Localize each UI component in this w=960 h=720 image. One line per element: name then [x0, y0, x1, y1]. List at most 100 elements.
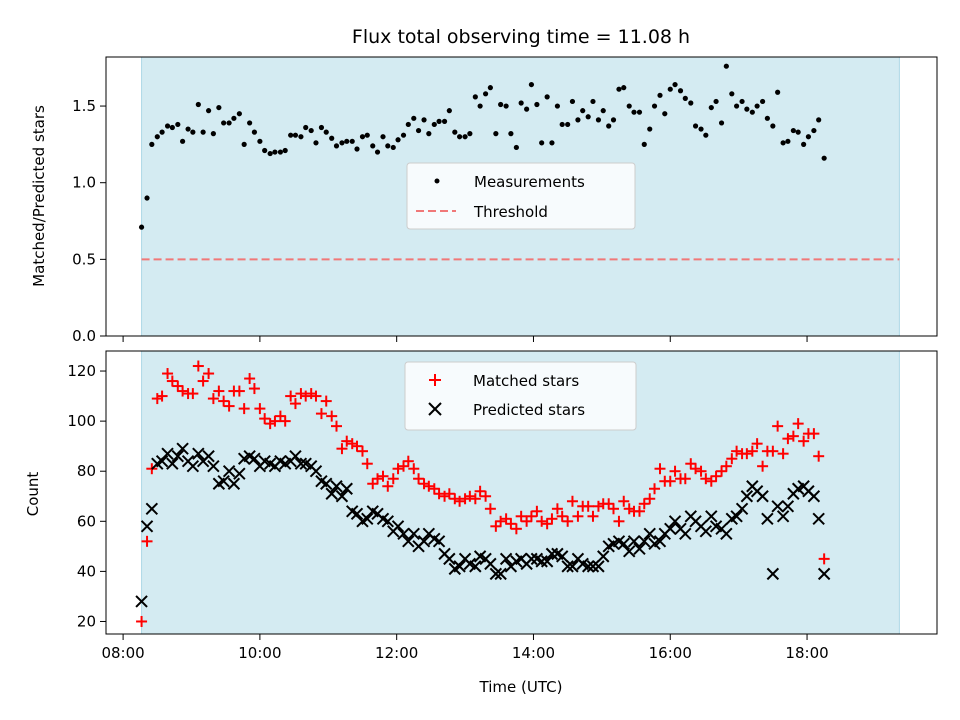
matched-point	[398, 460, 410, 472]
matched-point	[813, 450, 825, 462]
matched-point	[336, 443, 348, 455]
matched-point	[741, 448, 753, 460]
predicted-point	[586, 560, 600, 573]
matched-point	[716, 465, 728, 477]
measurement-point	[308, 127, 314, 134]
legend-measurement-marker	[434, 178, 440, 184]
matched-point	[562, 515, 574, 527]
predicted-point	[627, 535, 641, 548]
measurement-point	[600, 108, 606, 114]
matched-point	[136, 615, 148, 627]
predicted-point	[453, 560, 466, 573]
measurement-point	[723, 63, 729, 69]
matched-point	[433, 488, 445, 500]
matched-point	[664, 475, 676, 487]
matched-point	[515, 510, 527, 522]
matched-point	[300, 390, 312, 402]
measurement-point	[164, 123, 171, 129]
measurement-point	[154, 134, 160, 140]
measurement-point	[549, 140, 555, 146]
bottom-panel: 20 40 60 80 100 120 08:00 10:00 12:00 14:00 16:00…	[24, 350, 938, 696]
matched-point	[187, 388, 199, 400]
measurement-point	[292, 132, 299, 138]
matched-point	[731, 445, 743, 457]
predicted-point	[202, 449, 215, 463]
measurement-point	[744, 106, 750, 112]
matched-point	[746, 445, 758, 457]
top-y-axis-label: Matched/Predicted stars	[30, 105, 48, 287]
matched-point	[464, 490, 476, 502]
measurement-point	[446, 108, 452, 114]
measurement-point	[764, 115, 770, 121]
legend-threshold: Threshold	[473, 203, 548, 221]
matched-point	[808, 428, 820, 440]
matched-point	[213, 385, 225, 397]
predicted-point	[309, 465, 323, 478]
x-tick-label: 12:00	[375, 644, 418, 662]
predicted-point	[499, 552, 513, 566]
bottom-y-tick-label: 20	[77, 612, 96, 630]
bottom-y-axis-label: Count	[24, 472, 42, 517]
measurement-point	[534, 101, 540, 108]
measurement-point	[339, 140, 345, 146]
x-tick-label: 10:00	[238, 644, 281, 662]
measurement-point	[805, 134, 812, 140]
measurement-point	[288, 132, 294, 138]
measurement-point	[580, 108, 586, 114]
matched-point	[720, 460, 732, 472]
matched-point	[382, 480, 394, 492]
measurement-point	[734, 103, 740, 109]
predicted-point	[494, 567, 507, 581]
measurement-point	[780, 140, 786, 146]
predicted-point	[402, 535, 415, 548]
measurement-point	[565, 121, 571, 128]
matched-point	[197, 375, 209, 387]
bottom-y-tick-label: 80	[77, 462, 96, 480]
matched-point	[192, 360, 204, 372]
measurement-point	[231, 115, 237, 121]
x-tick-label: 08:00	[101, 644, 144, 662]
matched-point	[408, 463, 420, 475]
measurement-point	[651, 103, 658, 109]
matched-point	[556, 510, 568, 522]
measurement-point	[426, 131, 432, 137]
measurement-point	[180, 138, 186, 144]
x-tick-label: 18:00	[785, 644, 828, 662]
measurement-point	[411, 115, 417, 121]
measurement-point	[385, 143, 391, 149]
measurement-point	[631, 109, 637, 115]
matched-point	[700, 473, 712, 485]
matched-point	[613, 515, 625, 527]
matched-point	[767, 445, 779, 457]
measurement-point	[282, 147, 288, 154]
measurement-point	[775, 89, 781, 95]
matched-point	[757, 460, 769, 472]
measurement-point	[277, 149, 284, 155]
predicted-point	[761, 512, 774, 526]
legend-matched: Matched stars	[473, 372, 579, 390]
predicted-point	[561, 560, 574, 573]
measurement-point	[380, 134, 386, 140]
measurement-point	[585, 114, 591, 120]
measurement-point	[811, 127, 817, 134]
matched-point	[505, 518, 517, 530]
predicted-point	[330, 480, 343, 493]
predicted-point	[766, 567, 780, 581]
top-y-tick-label: 1.0	[72, 174, 96, 192]
measurement-point	[190, 129, 196, 135]
predicted-point	[391, 520, 405, 533]
matched-point	[361, 458, 373, 470]
measurement-point	[610, 117, 617, 123]
measurement-point	[801, 141, 807, 147]
matched-point	[177, 385, 189, 397]
measurement-point	[349, 138, 355, 144]
predicted-point	[335, 490, 349, 503]
measurement-point	[195, 101, 201, 108]
matched-point	[772, 420, 784, 432]
predicted-point	[633, 542, 646, 556]
measurement-point	[175, 121, 181, 128]
top-y-tick-label: 0.0	[72, 327, 96, 345]
legend-predicted-marker	[428, 402, 442, 416]
measurement-point	[241, 141, 247, 147]
bottom-y-tick-label: 100	[67, 412, 96, 430]
